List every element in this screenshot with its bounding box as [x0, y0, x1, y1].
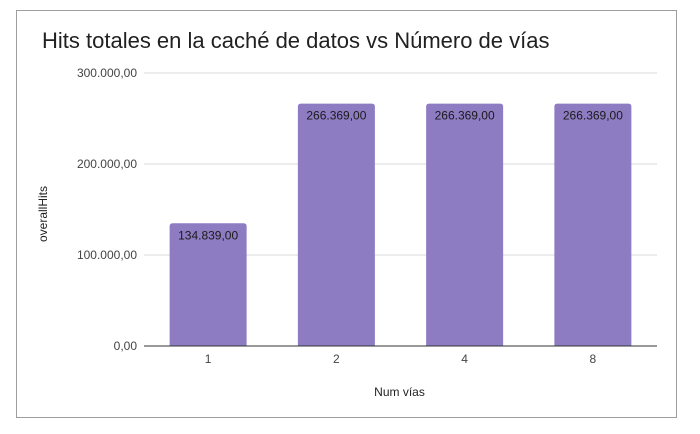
y-tick-label: 200.000,00 — [77, 157, 137, 171]
y-axis-ticks: 0,00 100.000,00 200.000,00 300.000,00 — [77, 66, 137, 353]
bars — [169, 103, 632, 346]
x-tick-label: 1 — [205, 352, 212, 366]
data-label: 266.369,00 — [563, 109, 623, 123]
x-tick-label: 2 — [333, 352, 340, 366]
y-tick-label: 100.000,00 — [77, 248, 137, 262]
y-axis-label: overallHits — [36, 186, 50, 242]
data-label: 134.839,00 — [178, 228, 238, 242]
x-tick-label: 8 — [590, 352, 597, 366]
data-label: 266.369,00 — [306, 109, 366, 123]
data-label: 266.369,00 — [435, 109, 495, 123]
data-labels: 134.839,00 266.369,00 266.369,00 266.369,00 — [178, 109, 623, 243]
bar — [426, 103, 504, 346]
chart-title: Hits totales en la caché de datos vs Núm… — [42, 28, 550, 53]
y-tick-label: 0,00 — [114, 339, 138, 353]
bar — [554, 103, 632, 346]
x-axis-ticks: 1 2 4 8 — [205, 352, 597, 366]
x-tick-label: 4 — [461, 352, 468, 366]
y-tick-label: 300.000,00 — [77, 66, 137, 80]
bar — [169, 223, 247, 346]
x-axis-label: Num vías — [374, 385, 425, 399]
bar — [297, 103, 375, 346]
